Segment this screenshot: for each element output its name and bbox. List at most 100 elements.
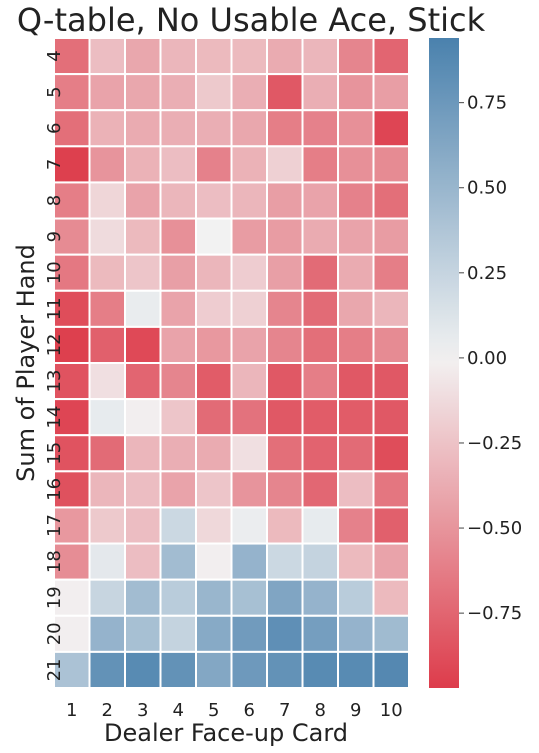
heatmap-cell (230, 362, 268, 401)
y-tick-label: 4 (44, 50, 65, 61)
heatmap-cell (53, 578, 91, 617)
heatmap-cell (372, 325, 410, 364)
heatmap-cell (124, 470, 162, 509)
heatmap-cell (124, 253, 162, 292)
y-tick-label: 16 (44, 478, 65, 501)
y-tick-label: 6 (44, 123, 65, 134)
heatmap-cell (337, 181, 375, 220)
heatmap-cells (53, 37, 410, 690)
chart-title: Q-table, No Usable Ace, Stick (17, 1, 486, 39)
heatmap-cell (372, 578, 410, 617)
heatmap-cell (372, 289, 410, 328)
heatmap-cell (88, 145, 126, 184)
heatmap-cell (88, 398, 126, 437)
heatmap-cell (301, 578, 339, 617)
colorbar-tick-label: 0.25 (467, 263, 507, 284)
heatmap-cell (301, 289, 339, 328)
heatmap-cell (372, 650, 410, 690)
heatmap-cell (337, 362, 375, 401)
heatmap-cell (195, 614, 233, 653)
heatmap-cell (195, 506, 233, 545)
heatmap-cell (301, 542, 339, 581)
y-tick-label: 21 (44, 658, 65, 681)
heatmap-cell (372, 145, 410, 184)
heatmap-cell (301, 614, 339, 653)
heatmap-cell (230, 325, 268, 364)
heatmap-cell (301, 145, 339, 184)
heatmap-cell (372, 614, 410, 653)
heatmap-cell (266, 145, 304, 184)
heatmap-cell (266, 37, 304, 76)
heatmap-cell (159, 73, 197, 112)
heatmap-cell (301, 217, 339, 256)
y-tick-label: 17 (44, 514, 65, 537)
heatmap-cell (337, 434, 375, 473)
heatmap-cell (266, 289, 304, 328)
heatmap-cell (159, 181, 197, 220)
heatmap-cell (195, 470, 233, 509)
heatmap-cell (124, 289, 162, 328)
heatmap-cell (124, 73, 162, 112)
x-tick-label: 10 (380, 700, 403, 721)
heatmap-cell (337, 506, 375, 545)
heatmap-cell (230, 470, 268, 509)
heatmap-cell (195, 253, 233, 292)
heatmap-cell (230, 542, 268, 581)
heatmap-cell (230, 73, 268, 112)
heatmap-cell (88, 614, 126, 653)
heatmap-cell (88, 542, 126, 581)
heatmap-cell (266, 398, 304, 437)
y-tick-label: 12 (44, 333, 65, 356)
heatmap-cell (301, 470, 339, 509)
heatmap-cell (88, 109, 126, 148)
heatmap-cell (266, 578, 304, 617)
heatmap-cell (195, 362, 233, 401)
x-tick-label: 7 (279, 700, 290, 721)
heatmap-cell (159, 325, 197, 364)
heatmap-cell (337, 145, 375, 184)
heatmap-cell (159, 650, 197, 690)
heatmap-cell (337, 37, 375, 76)
x-tick-label: 4 (173, 700, 184, 721)
heatmap-cell (124, 614, 162, 653)
y-tick-label: 20 (44, 622, 65, 645)
x-tick-label: 5 (208, 700, 219, 721)
colorbar-tick-label: −0.50 (467, 518, 522, 539)
heatmap-cell (301, 362, 339, 401)
heatmap-cell (88, 434, 126, 473)
heatmap-cell (124, 37, 162, 76)
heatmap-cell (159, 434, 197, 473)
heatmap-cell (88, 362, 126, 401)
heatmap-cell (88, 253, 126, 292)
heatmap-cell (301, 325, 339, 364)
heatmap-cell (266, 181, 304, 220)
heatmap-cell (372, 181, 410, 220)
heatmap-cell (301, 109, 339, 148)
heatmap-cell (159, 362, 197, 401)
heatmap-cell (372, 470, 410, 509)
heatmap-cell (372, 253, 410, 292)
heatmap-cell (88, 181, 126, 220)
heatmap-cell (266, 542, 304, 581)
heatmap-cell (372, 542, 410, 581)
heatmap-cell (230, 614, 268, 653)
x-axis-label: Dealer Face-up Card (104, 719, 348, 747)
heatmap-cell (124, 506, 162, 545)
heatmap-cell (337, 325, 375, 364)
heatmap-cell (372, 434, 410, 473)
heatmap-cell (230, 434, 268, 473)
colorbar-tick-label: 0.75 (467, 93, 507, 114)
heatmap-cell (195, 289, 233, 328)
heatmap-cell (195, 37, 233, 76)
heatmap-cell (159, 37, 197, 76)
heatmap-cell (88, 470, 126, 509)
heatmap-cell (230, 181, 268, 220)
y-tick-label: 19 (44, 586, 65, 609)
heatmap-cell (372, 73, 410, 112)
heatmap-cell (159, 398, 197, 437)
heatmap-cell (301, 37, 339, 76)
heatmap-cell (53, 362, 91, 401)
heatmap-cell (266, 434, 304, 473)
heatmap-cell (337, 578, 375, 617)
y-tick-label: 5 (44, 86, 65, 97)
